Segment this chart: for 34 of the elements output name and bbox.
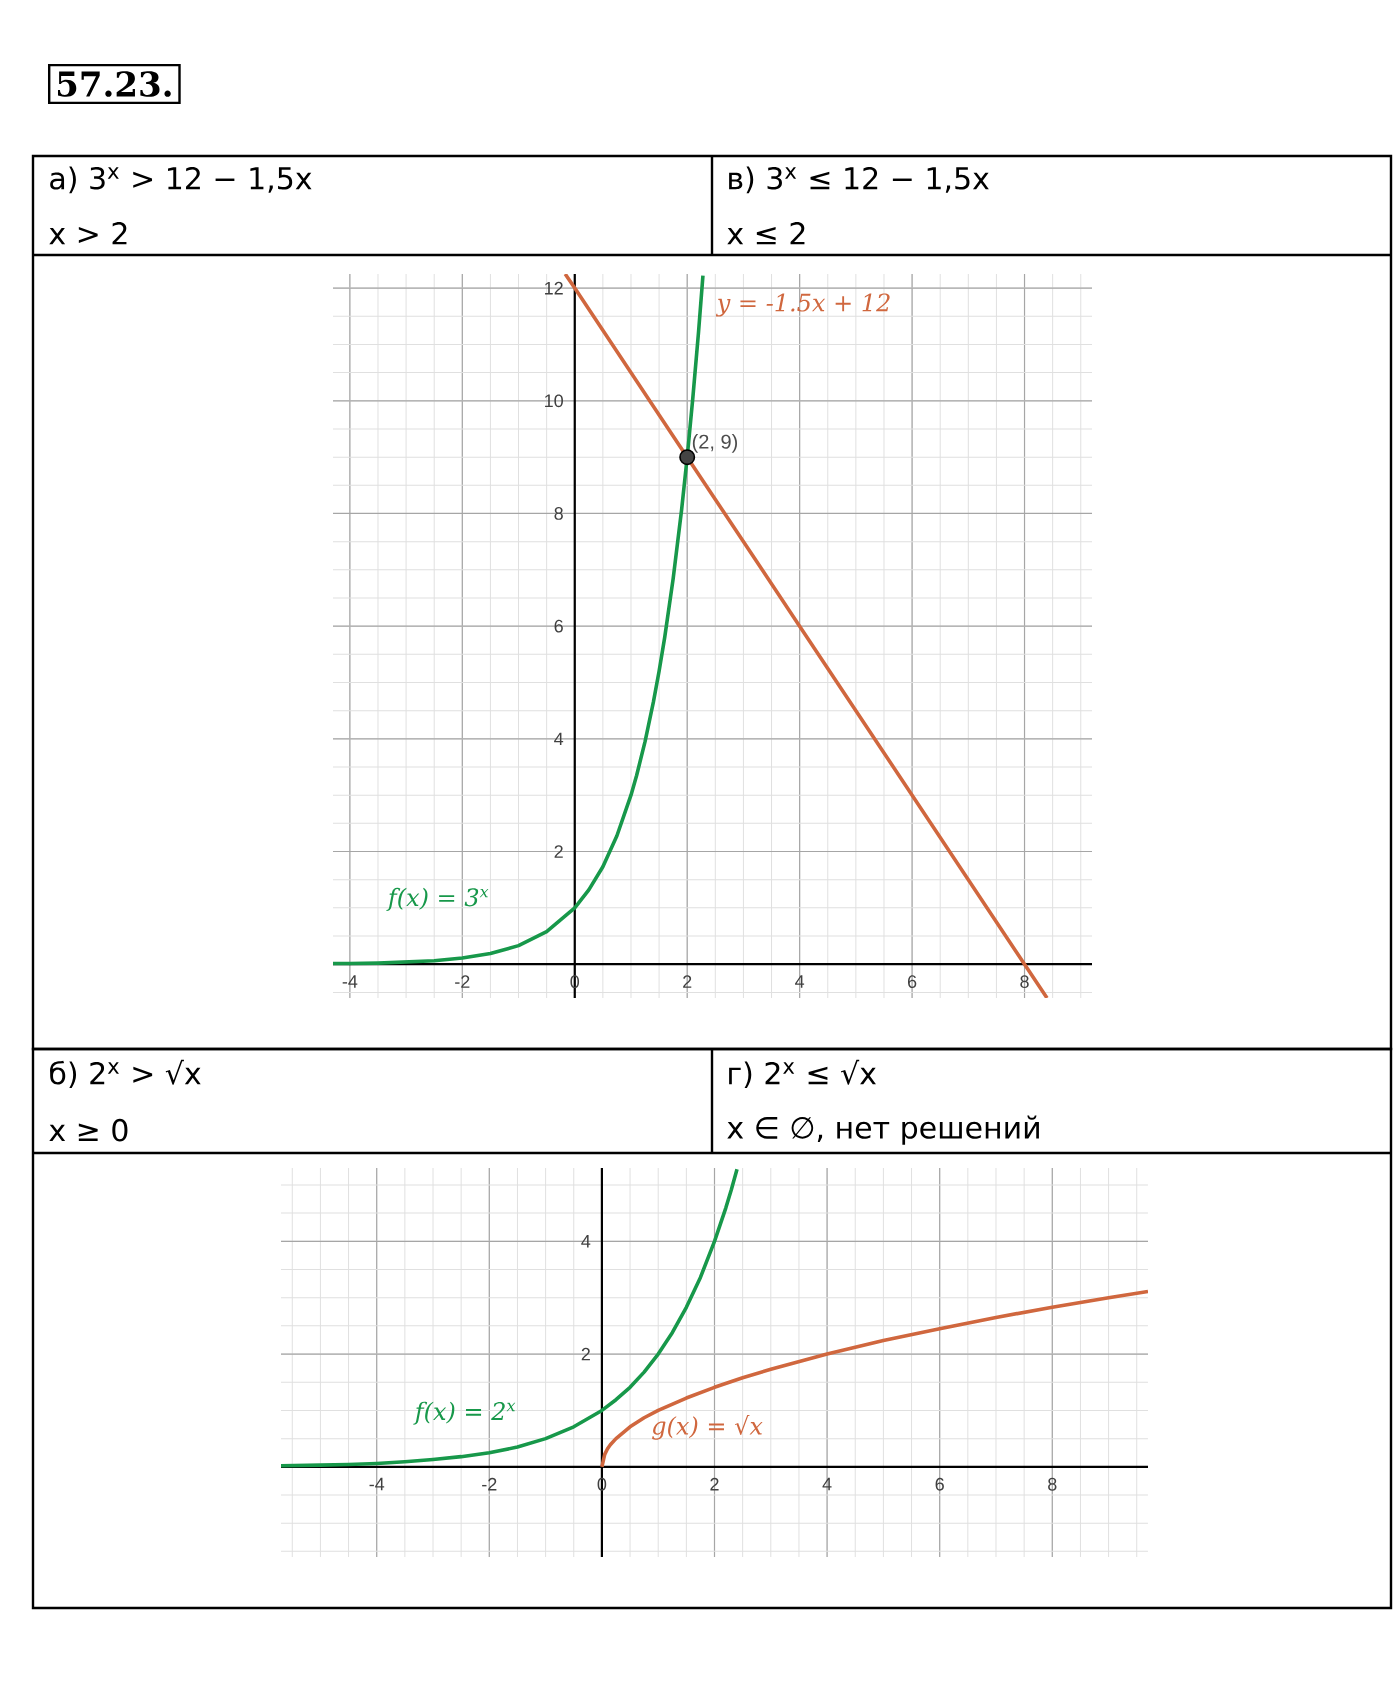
x-tick-label: -4	[369, 1477, 385, 1491]
text: x ≤ 2	[727, 222, 805, 245]
line-series	[563, 274, 1049, 999]
text: x > 2	[49, 222, 127, 245]
series-label: f(x) = 2$^{x}$	[413, 1401, 516, 1425]
text: x ≥ 0	[49, 1118, 128, 1142]
y-tick-label: 2	[554, 845, 563, 858]
text: б) 2$^{x}$ > √x	[50, 1059, 201, 1089]
chart-title: 57.23.	[58, 71, 171, 97]
x-tick-label: 8	[1048, 1477, 1057, 1491]
y-tick-label: 6	[554, 619, 563, 633]
text: г) 2$^{x}$ ≤ √x	[729, 1059, 876, 1089]
y-tick-label: 12	[545, 281, 563, 295]
text: y = -1.5x + 12	[715, 293, 890, 317]
x-tick-label: 2	[683, 975, 692, 988]
x-tick-label: 6	[908, 975, 917, 989]
x-tick-label: -4	[342, 975, 358, 988]
annotation: (2, 9)	[692, 434, 738, 453]
x-tick-label: -2	[482, 1477, 497, 1491]
x-tick-label: 6	[935, 1477, 944, 1491]
y-tick-label: 8	[554, 507, 563, 520]
text: в) 3$^{x}$ ≤ 12 − 1,5x	[729, 166, 989, 194]
line-series	[600, 1289, 1149, 1469]
x-tick-label: -2	[455, 975, 470, 988]
x-tick-label: 2	[710, 1477, 719, 1491]
y-tick-label: 10	[545, 394, 564, 408]
text: а) 3$^{x}$ > 12 − 1,5x	[50, 166, 312, 194]
x-tick-label: 4	[795, 975, 805, 988]
series-label: g(x) = √x	[652, 1414, 763, 1440]
x-tick-label: 8	[1020, 975, 1029, 989]
y-tick-label: 4	[554, 732, 564, 746]
series-label: f(x) = 3$^{x}$	[386, 887, 489, 912]
x-tick-label: 4	[822, 1477, 832, 1491]
text: x ∈ ∅, нет решений	[727, 1115, 1039, 1145]
